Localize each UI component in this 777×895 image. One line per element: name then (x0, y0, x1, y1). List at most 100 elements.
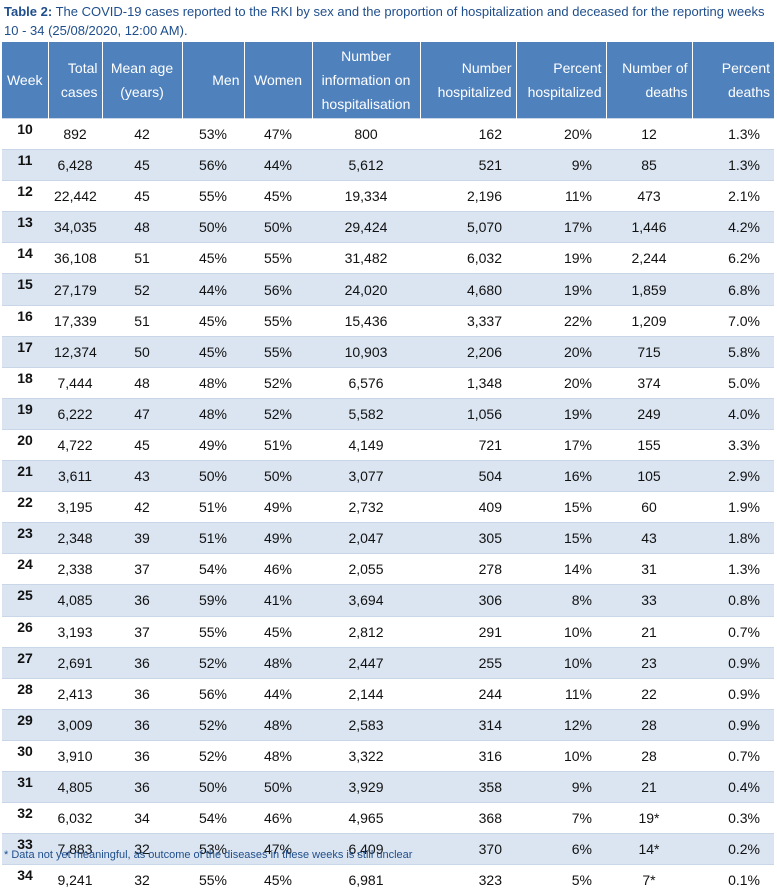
data-cell: 7* (606, 865, 692, 895)
week-cell: 15 (2, 274, 48, 305)
data-cell: 1,209 (606, 305, 692, 336)
data-cell: 36,108 (48, 243, 102, 274)
data-cell: 3,910 (48, 740, 102, 771)
data-cell: 3,322 (312, 740, 420, 771)
column-header: Week (2, 42, 48, 119)
data-cell: 11% (516, 678, 606, 709)
data-cell: 521 (420, 150, 516, 181)
week-cell: 14 (2, 243, 48, 274)
data-cell: 21 (606, 771, 692, 802)
data-cell: 800 (312, 119, 420, 150)
data-cell: 5,612 (312, 150, 420, 181)
data-cell: 22 (606, 678, 692, 709)
data-cell: 4,722 (48, 429, 102, 460)
week-cell: 26 (2, 616, 48, 647)
data-cell: 48 (102, 367, 182, 398)
data-cell: 6,981 (312, 865, 420, 895)
data-cell: 6,032 (48, 803, 102, 834)
data-cell: 49% (182, 429, 244, 460)
data-cell: 6,222 (48, 398, 102, 429)
column-header: Women (244, 42, 312, 119)
data-cell: 892 (48, 119, 102, 150)
data-cell: 19,334 (312, 181, 420, 212)
data-cell: 5,582 (312, 398, 420, 429)
week-cell: 24 (2, 554, 48, 585)
data-cell: 45% (244, 181, 312, 212)
data-cell: 15% (516, 523, 606, 554)
data-cell: 48% (244, 740, 312, 771)
data-cell: 28 (606, 740, 692, 771)
data-cell: 2,047 (312, 523, 420, 554)
data-cell: 0.7% (692, 616, 774, 647)
week-cell: 27 (2, 647, 48, 678)
week-cell: 16 (2, 305, 48, 336)
data-cell: 3,611 (48, 461, 102, 492)
data-cell: 2,244 (606, 243, 692, 274)
data-cell: 291 (420, 616, 516, 647)
data-cell: 9,241 (48, 865, 102, 895)
data-cell: 305 (420, 523, 516, 554)
data-cell: 2,447 (312, 647, 420, 678)
data-cell: 19% (516, 274, 606, 305)
data-cell: 31,482 (312, 243, 420, 274)
footnote: * Data not yet meaningful, as outcome of… (4, 849, 412, 861)
data-cell: 49% (244, 523, 312, 554)
data-cell: 48 (102, 212, 182, 243)
data-cell: 19% (516, 398, 606, 429)
data-cell: 36 (102, 771, 182, 802)
data-cell: 51 (102, 243, 182, 274)
data-cell: 45% (182, 305, 244, 336)
data-cell: 10,903 (312, 336, 420, 367)
data-cell: 2.9% (692, 461, 774, 492)
column-header: Mean age (years) (102, 42, 182, 119)
data-cell: 51% (182, 492, 244, 523)
data-cell: 16% (516, 461, 606, 492)
data-cell: 47% (244, 119, 312, 150)
data-cell: 19* (606, 803, 692, 834)
week-cell: 20 (2, 429, 48, 460)
data-cell: 4,085 (48, 585, 102, 616)
data-cell: 28 (606, 709, 692, 740)
data-cell: 50 (102, 336, 182, 367)
week-cell: 23 (2, 523, 48, 554)
week-cell: 28 (2, 678, 48, 709)
week-cell: 10 (2, 119, 48, 150)
data-cell: 54% (182, 803, 244, 834)
data-cell: 4,805 (48, 771, 102, 802)
week-cell: 13 (2, 212, 48, 243)
data-cell: 19% (516, 243, 606, 274)
data-cell: 255 (420, 647, 516, 678)
data-cell: 0.7% (692, 740, 774, 771)
data-cell: 306 (420, 585, 516, 616)
data-cell: 46% (244, 803, 312, 834)
data-cell: 46% (244, 554, 312, 585)
column-header: Number hospitalized (420, 42, 516, 119)
data-cell: 4,149 (312, 429, 420, 460)
data-cell: 34,035 (48, 212, 102, 243)
data-cell: 56% (244, 274, 312, 305)
data-cell: 36 (102, 678, 182, 709)
data-cell: 23 (606, 647, 692, 678)
data-cell: 45% (244, 616, 312, 647)
data-cell: 0.1% (692, 865, 774, 895)
column-header: Percent deaths (692, 42, 774, 119)
data-cell: 162 (420, 119, 516, 150)
caption-label: Table 2: (4, 4, 52, 19)
data-cell: 3,337 (420, 305, 516, 336)
data-cell: 6,032 (420, 243, 516, 274)
data-cell: 2,812 (312, 616, 420, 647)
data-cell: 50% (244, 461, 312, 492)
data-cell: 3,077 (312, 461, 420, 492)
data-cell: 37 (102, 554, 182, 585)
data-cell: 52% (182, 740, 244, 771)
